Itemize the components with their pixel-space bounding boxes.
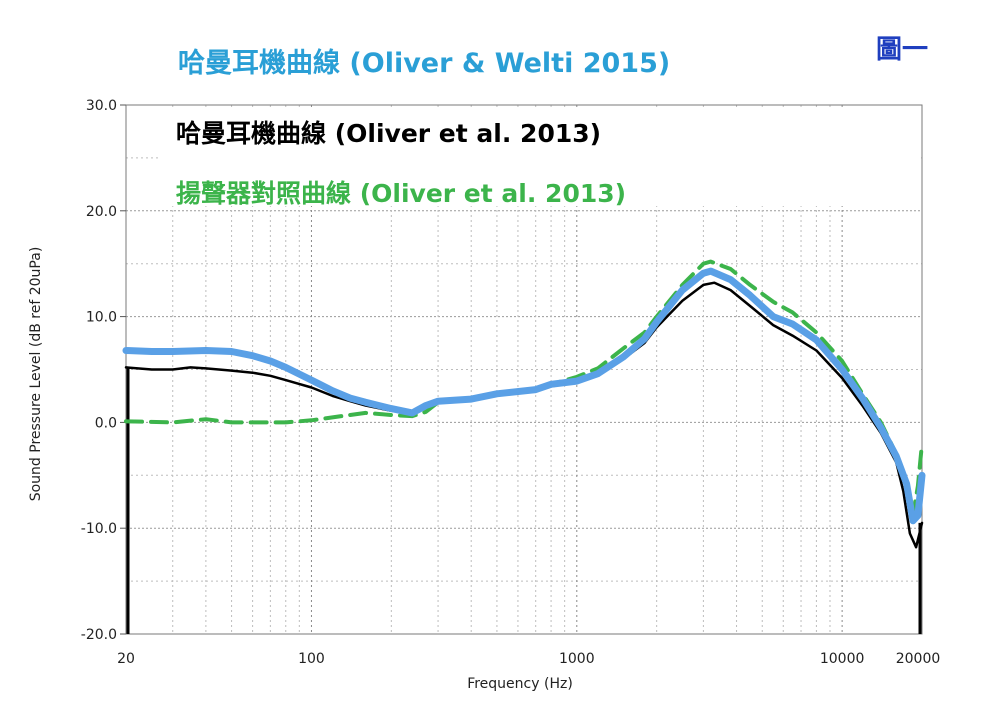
y-tick-label: 20.0 (86, 204, 117, 220)
y-tick-label: -20.0 (81, 627, 117, 643)
x-tick-label: 20 (117, 651, 135, 667)
grid (125, 104, 923, 635)
y-tick-label: 10.0 (86, 310, 117, 326)
y-tick-label: 0.0 (95, 415, 117, 431)
plot-frame (125, 104, 923, 635)
y-tick-label: 30.0 (86, 98, 117, 114)
x-tick-label: 100 (298, 651, 325, 667)
x-tick-label: 1000 (559, 651, 595, 667)
x-tick-label: 20000 (896, 651, 941, 667)
legend-background (160, 110, 920, 206)
figure-label: 圖一 (876, 35, 928, 65)
chart-title-2015: 哈曼耳機曲線 (Oliver & Welti 2015) (178, 47, 670, 79)
chart-title-speaker-2013: 揚聲器對照曲線 (Oliver et al. 2013) (176, 179, 626, 208)
x-axis-title: Frequency (Hz) (467, 676, 573, 692)
tick-labels: 30.0 20.0 10.0 0.0 -10.0 -20.020 100 1000 10000 2… (81, 98, 941, 667)
x-tick-label: 10000 (820, 651, 865, 667)
series-lines (122, 259, 926, 634)
legend-box (160, 110, 920, 206)
series-line-olive_welti_2015 (122, 267, 926, 525)
y-tick-label: -10.0 (81, 521, 117, 537)
series-line-speaker_2013 (124, 259, 924, 518)
y-axis-title: Sound Pressure Level (dB ref 20uPa) (28, 247, 44, 502)
chart-title-2013: 哈曼耳機曲線 (Oliver et al. 2013) (176, 119, 601, 148)
